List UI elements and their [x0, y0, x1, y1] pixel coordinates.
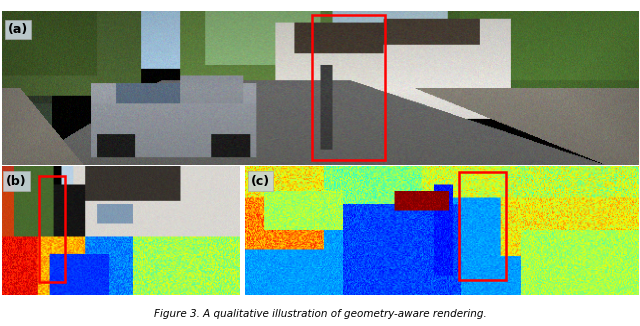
Bar: [312, 15, 385, 160]
Bar: [460, 172, 506, 279]
Text: (c): (c): [251, 175, 270, 187]
Text: Figure 3. A qualitative illustration of geometry-aware rendering.: Figure 3. A qualitative illustration of …: [154, 309, 486, 319]
Bar: [39, 176, 65, 282]
Text: (a): (a): [8, 23, 28, 36]
Text: (b): (b): [6, 175, 26, 187]
